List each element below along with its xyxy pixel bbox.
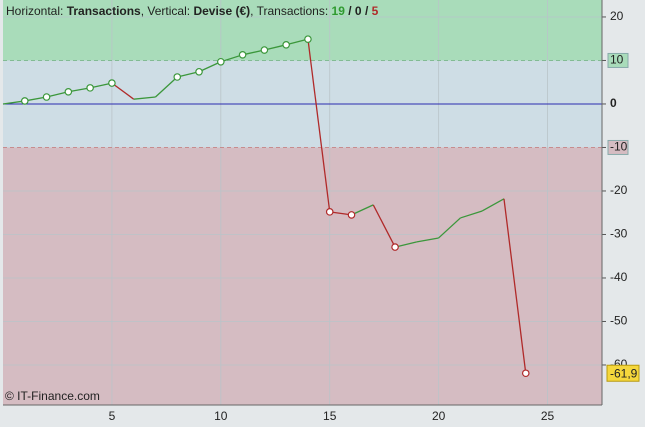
line-segment — [307, 39, 331, 212]
watermark: © IT-Finance.com — [5, 389, 100, 403]
point-marker — [325, 208, 334, 216]
y-tick-label: -40 — [610, 270, 628, 284]
point-marker — [347, 211, 356, 219]
line-segment — [416, 237, 439, 243]
line-segment — [503, 198, 527, 374]
line-segment — [372, 204, 396, 248]
x-tick-label: 15 — [323, 409, 337, 423]
y-tick-label: 10 — [610, 53, 624, 67]
point-marker — [391, 243, 399, 251]
line-segment — [155, 76, 178, 98]
tick-box — [607, 139, 629, 155]
line-segment — [111, 82, 135, 100]
point-marker — [304, 35, 312, 43]
point-marker — [217, 57, 225, 66]
y-tick-label: 20 — [610, 9, 624, 23]
title-part: 0 — [355, 4, 362, 18]
x-tick-label: 20 — [432, 409, 446, 423]
last-value-label: -61,9 — [610, 366, 638, 380]
x-tick-label: 25 — [541, 409, 555, 423]
x-tick-label: 5 — [109, 409, 116, 423]
point-marker — [20, 97, 29, 105]
line-segment — [198, 61, 222, 73]
title-part: Devise (€) — [193, 4, 250, 18]
point-marker — [195, 67, 203, 76]
line-segment — [351, 204, 374, 216]
line-segment — [460, 210, 483, 219]
point-marker — [521, 369, 530, 378]
title-part: , Vertical: — [141, 4, 190, 18]
y-tick-label: -20 — [610, 183, 628, 197]
point-marker — [238, 51, 247, 59]
title-part: 5 — [372, 4, 379, 18]
title-part: , Transactions: — [250, 4, 328, 18]
point-marker — [173, 73, 182, 81]
line-segment — [220, 54, 243, 63]
band-lower — [3, 147, 602, 405]
title-part: Horizontal: — [6, 4, 63, 18]
tick-box — [607, 52, 629, 68]
line-segment — [438, 217, 461, 239]
point-marker — [108, 79, 116, 87]
point-marker — [282, 41, 290, 49]
point-marker — [42, 93, 51, 101]
y-tick-label: -10 — [610, 140, 628, 154]
title-part: / — [348, 4, 352, 18]
line-segment — [481, 198, 505, 212]
last-value-box — [606, 364, 640, 382]
plot-area — [2, 0, 602, 405]
title-part: 19 — [332, 4, 346, 18]
line-segment — [133, 96, 156, 100]
point-marker — [86, 84, 94, 92]
point-marker — [260, 46, 269, 54]
y-tick-label: 0 — [610, 96, 617, 110]
y-tick-label: -30 — [610, 227, 628, 241]
y-tick-label: -50 — [610, 314, 628, 328]
band-upper — [3, 0, 602, 61]
title-part: Transactions — [67, 4, 141, 18]
x-tick-label: 10 — [214, 409, 228, 423]
title-part: / — [365, 4, 369, 18]
point-marker — [64, 87, 73, 96]
chart-title: Horizontal: Transactions, Vertical: Devi… — [6, 4, 379, 18]
